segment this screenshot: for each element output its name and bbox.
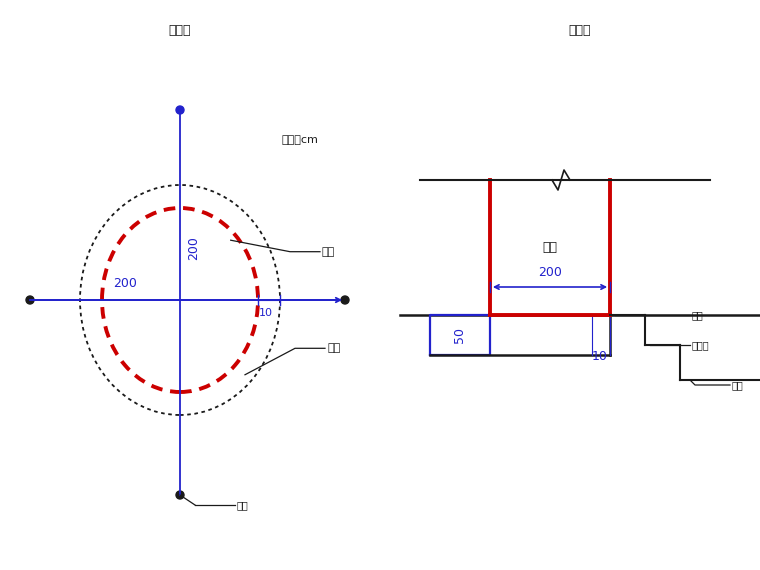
Text: 50: 50 (454, 327, 467, 343)
Circle shape (26, 296, 34, 304)
Text: 10: 10 (259, 308, 273, 318)
Text: 桩位: 桩位 (237, 500, 249, 510)
Text: 桩径: 桩径 (732, 380, 744, 390)
Text: 200: 200 (538, 266, 562, 279)
Text: 10: 10 (592, 350, 608, 363)
Circle shape (176, 491, 184, 499)
Circle shape (176, 106, 184, 114)
Text: 顶标高: 顶标高 (692, 340, 710, 350)
Text: 200: 200 (187, 236, 200, 260)
Text: 桩芯: 桩芯 (543, 241, 558, 254)
Text: 桩顶: 桩顶 (692, 310, 704, 320)
Text: 桩径: 桩径 (327, 343, 340, 353)
Text: 200: 200 (113, 277, 137, 290)
Text: 剖面图: 剖面图 (568, 23, 591, 36)
Text: 平面图: 平面图 (169, 23, 192, 36)
Text: 桩芯: 桩芯 (322, 247, 335, 256)
Text: 单位：cm: 单位：cm (281, 135, 318, 145)
Circle shape (341, 296, 349, 304)
